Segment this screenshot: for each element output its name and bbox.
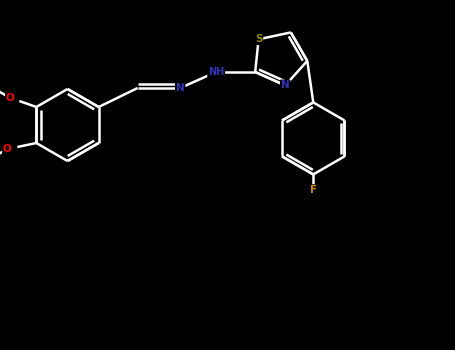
Text: O: O (3, 144, 12, 154)
Text: F: F (310, 186, 317, 195)
Text: O: O (6, 93, 15, 103)
Text: N: N (281, 80, 290, 90)
Text: S: S (255, 34, 263, 44)
Text: N: N (176, 83, 185, 93)
Text: NH: NH (208, 67, 224, 77)
